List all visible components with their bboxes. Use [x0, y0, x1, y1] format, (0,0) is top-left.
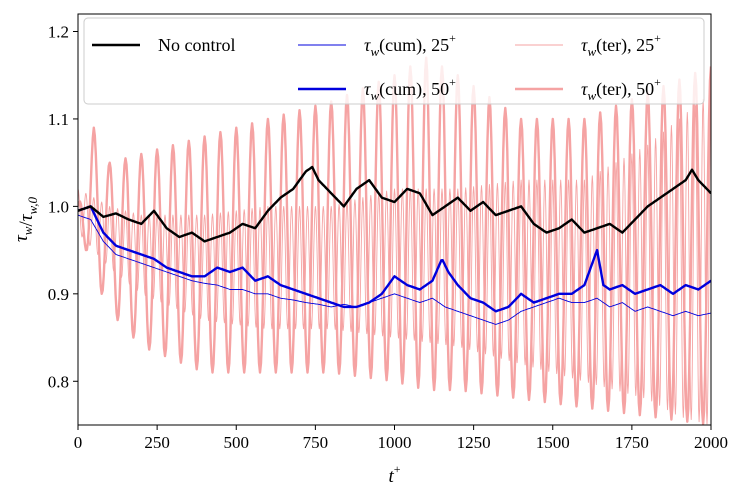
legend-label-ter50: τw(ter), 50+ [581, 75, 661, 103]
y-tick-label: 0.8 [48, 372, 69, 391]
legend-box [83, 17, 705, 105]
legend-label-ter25: τw(ter), 25+ [581, 31, 661, 59]
x-tick-label: 2000 [694, 433, 728, 452]
x-tick-label: 0 [74, 433, 83, 452]
x-tick-label: 1500 [536, 433, 570, 452]
y-tick-label: 1.2 [48, 22, 69, 41]
series-line-ter25 [78, 92, 711, 425]
svg-text:τw/τw,0: τw/τw,0 [11, 196, 40, 242]
series-line-ter50 [78, 56, 711, 425]
y-tick-label: 1.1 [48, 110, 69, 129]
y-tick-label: 1.0 [48, 197, 69, 216]
legend-label-cum50: τw(cum), 50+ [364, 75, 456, 103]
series-line-cum25 [78, 214, 711, 325]
y-tick-label: 0.9 [48, 285, 69, 304]
x-tick-label: 750 [303, 433, 329, 452]
x-tick-label: 500 [224, 433, 250, 452]
series-line-cum50 [78, 205, 711, 313]
x-tick-label: 1250 [457, 433, 491, 452]
series-line-no_control [78, 165, 711, 243]
x-axis-label: t+ [389, 462, 401, 487]
legend-label-no_control: No control [158, 35, 235, 55]
x-tick-label: 1750 [615, 433, 649, 452]
axes-group: 0 250 500 750 1000 1250 1500 1750 2000 0.8 0.9 1.0 1… [11, 22, 728, 487]
series-group [78, 56, 711, 425]
legend-label-cum25: τw(cum), 25+ [364, 31, 456, 59]
x-tick-label: 1000 [378, 433, 412, 452]
y-axis-label: τw/τw,0 [11, 196, 40, 242]
x-tick-label: 250 [144, 433, 170, 452]
legend: No control τw(cum), 25+ τw(ter), 25+ τw(cum… [83, 17, 705, 105]
